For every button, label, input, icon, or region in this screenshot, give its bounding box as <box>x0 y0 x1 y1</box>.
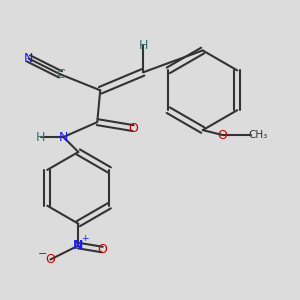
Text: O: O <box>46 253 56 266</box>
Text: CH₃: CH₃ <box>249 130 268 140</box>
Text: O: O <box>97 243 107 256</box>
Text: N: N <box>59 130 68 144</box>
Text: +: + <box>82 234 89 243</box>
Text: H: H <box>36 130 45 144</box>
Text: H: H <box>138 39 148 52</box>
Text: N: N <box>73 239 83 252</box>
Text: C: C <box>56 68 65 81</box>
Text: N: N <box>24 52 33 65</box>
Text: −: − <box>38 248 47 259</box>
Text: O: O <box>218 129 228 142</box>
Text: O: O <box>128 122 138 135</box>
